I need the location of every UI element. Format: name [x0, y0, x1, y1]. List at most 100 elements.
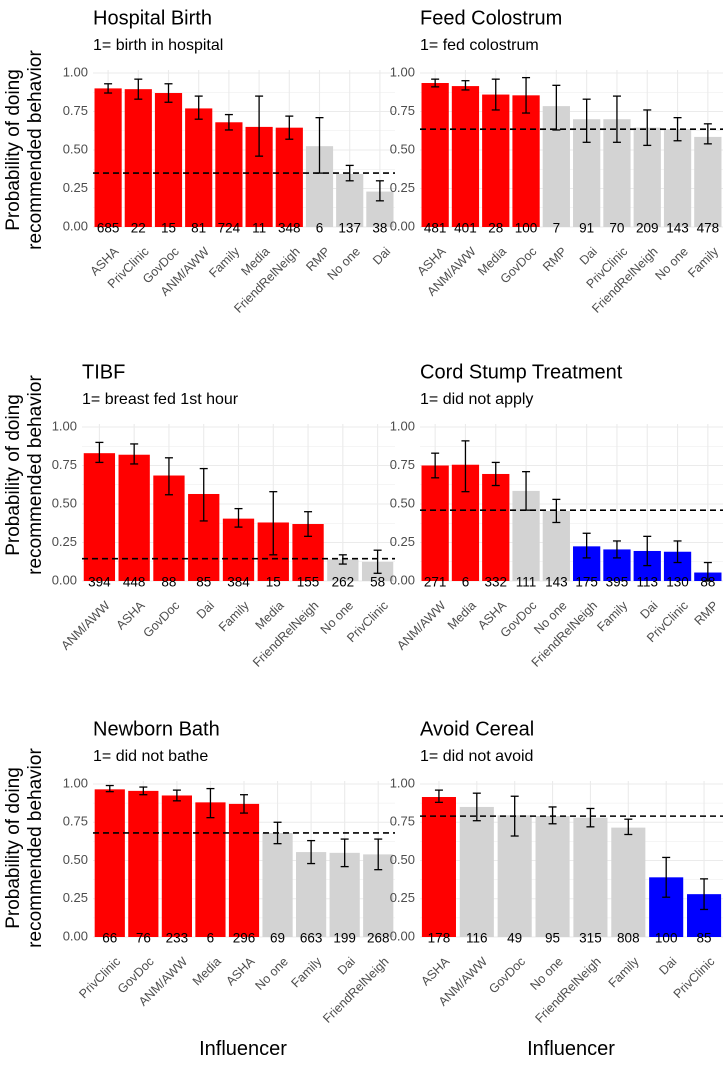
sample-size-label: 22 [131, 221, 146, 236]
y-axis-label-row3-line2: recommended behavior [25, 748, 46, 948]
error-bar [662, 856, 671, 898]
bar [195, 802, 226, 937]
chart-panel-1: Hospital Birth 1= birth in hospital 0.00 0.… [63, 7, 395, 316]
sample-size-label: 111 [516, 575, 537, 590]
error-bar [522, 76, 531, 114]
y-tick-label: 0.25 [390, 180, 415, 195]
x-tick-label: ANM/AWW [58, 598, 112, 652]
y-axis-label-row1-line2: recommended behavior [25, 50, 46, 250]
error-bar [673, 540, 682, 564]
bar [83, 453, 116, 581]
sample-size-label: 271 [424, 575, 447, 590]
error-bar [431, 452, 440, 479]
sample-size-label: 81 [191, 221, 206, 236]
sample-size-label: 88 [700, 575, 715, 590]
chart-panel-3: TIBF 1= breast fed 1st hour 0.00 0.25 0.50 0.… [52, 361, 395, 670]
x-tick-label: Dai [637, 598, 660, 621]
chart-subtitle: 1= did not bathe [93, 748, 208, 765]
x-tick-label: GovDoc [140, 598, 182, 640]
y-tick-label: 0.00 [63, 218, 88, 233]
sample-size-label: 155 [297, 575, 320, 590]
sample-size-label: 175 [575, 575, 598, 590]
y-tick-label: 0.50 [63, 852, 88, 867]
x-tick-label: Family [216, 598, 252, 634]
sample-size-label: 28 [488, 221, 503, 236]
y-tick-label: 0.75 [52, 457, 77, 472]
x-tick-label: Family [289, 954, 325, 990]
x-tick-label: Dai [577, 244, 600, 267]
y-tick-label: 1.00 [63, 64, 88, 79]
sample-size-label: 70 [609, 221, 624, 236]
error-bar [375, 180, 384, 202]
bar [161, 795, 192, 937]
sample-size-label: 808 [617, 931, 640, 946]
sample-size-label: 15 [161, 221, 176, 236]
error-bar [304, 511, 313, 537]
error-bar [703, 561, 712, 582]
sample-size-label: 6 [316, 221, 324, 236]
chart-title: TIBF [82, 361, 125, 383]
x-tick-label: ASHA [418, 954, 452, 988]
sample-size-label: 116 [466, 931, 488, 946]
y-axis-label-row1-line1: Probability of doing [3, 69, 24, 231]
chart-subtitle: 1= did not avoid [420, 748, 533, 765]
error-bar [255, 95, 264, 157]
x-tick-label: Family [685, 244, 721, 280]
sample-size-label: 88 [161, 575, 176, 590]
error-bar [612, 540, 621, 559]
bar [222, 518, 255, 581]
bar [296, 852, 327, 937]
error-bar [338, 554, 347, 565]
sample-size-label: 395 [606, 575, 629, 590]
error-bar [491, 461, 500, 487]
sample-size-label: 481 [424, 221, 447, 236]
chart-title: Hospital Birth [93, 7, 212, 29]
error-bar [586, 807, 595, 828]
chart-panel-6: Avoid Cereal 1= did not avoid 0.00 0.25 0.50… [390, 718, 723, 1026]
error-bar [199, 467, 208, 522]
sample-size-label: 100 [515, 221, 538, 236]
sample-size-label: 384 [227, 575, 250, 590]
error-bar [374, 838, 383, 871]
error-bar [315, 117, 324, 174]
sample-size-label: 69 [270, 931, 285, 946]
sample-size-label: 233 [166, 931, 189, 946]
y-tick-label: 1.00 [390, 418, 415, 433]
bar [512, 95, 540, 227]
chart-title: Cord Stump Treatment [420, 361, 623, 383]
y-tick-label: 0.75 [390, 814, 415, 829]
error-bar [582, 98, 591, 143]
sample-size-label: 130 [666, 575, 689, 590]
error-bar [345, 164, 354, 182]
y-tick-label: 0.00 [390, 218, 415, 233]
bar [421, 465, 449, 581]
x-tick-label: FriendRelNeigh [532, 954, 603, 1025]
error-bar [307, 839, 316, 865]
y-tick-label: 0.00 [390, 928, 415, 943]
sample-size-label: 178 [428, 931, 451, 946]
bar [185, 108, 213, 227]
bar [482, 94, 510, 227]
error-bar [491, 78, 500, 111]
x-tick-label: Media [445, 598, 479, 632]
sample-size-label: 348 [278, 221, 301, 236]
sample-size-label: 448 [123, 575, 146, 590]
x-tick-label: PrivClinic [76, 954, 123, 1001]
error-bar [552, 84, 561, 131]
error-bar [139, 786, 148, 796]
x-tick-label: Dai [370, 244, 393, 267]
chart-panel-4: Cord Stump Treatment 1= did not apply 0.00… [390, 361, 723, 670]
x-axis-label-right: Influencer [527, 1038, 615, 1060]
y-tick-label: 1.00 [52, 418, 77, 433]
y-tick-label: 0.50 [390, 495, 415, 510]
x-tick-label: ANM/AWW [394, 598, 448, 652]
bar [154, 93, 183, 228]
error-bar [624, 818, 633, 836]
bar [663, 129, 692, 227]
x-tick-label: Dai [335, 954, 358, 977]
y-tick-label: 0.50 [390, 141, 415, 156]
error-bar [164, 457, 173, 496]
bar [336, 173, 364, 227]
y-tick-label: 0.25 [390, 534, 415, 549]
